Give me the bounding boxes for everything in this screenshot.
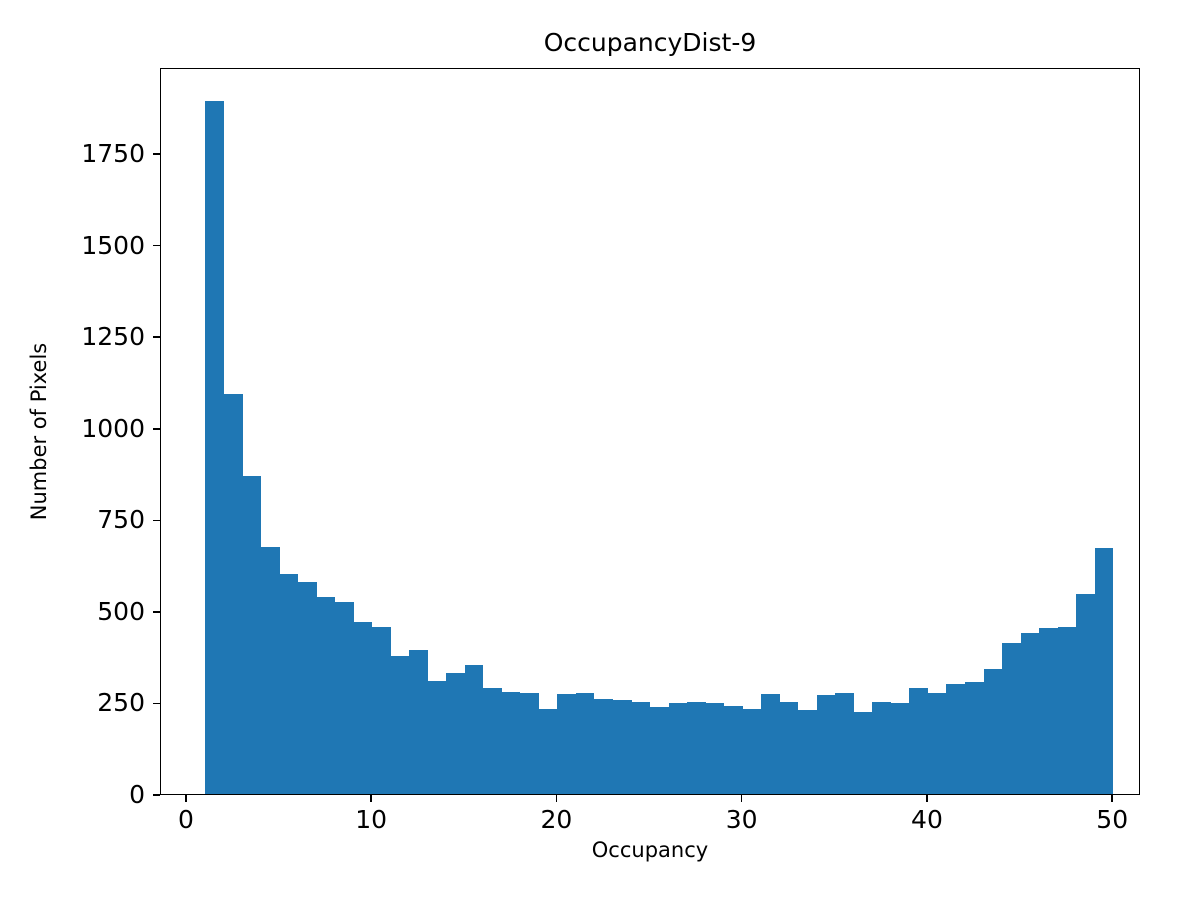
histogram-bar [1076, 594, 1095, 794]
histogram-bar [390, 655, 410, 794]
histogram-bar [205, 101, 224, 794]
plot-area [160, 68, 1140, 795]
y-tick-label: 1250 [81, 322, 145, 352]
histogram-bar [538, 709, 558, 794]
histogram-bar [742, 709, 762, 794]
histogram-bar [631, 702, 651, 794]
histogram-bar [261, 546, 280, 794]
histogram-bar [557, 694, 576, 794]
y-tick-mark [153, 519, 160, 522]
x-tick-label: 20 [540, 805, 573, 834]
y-tick-label: 1750 [81, 139, 145, 169]
histogram-bar [1094, 547, 1114, 794]
histogram-bar [446, 673, 465, 794]
histogram-bar [242, 476, 262, 794]
histogram-bar [1057, 627, 1077, 794]
histogram-bar [705, 703, 725, 794]
x-tick-label: 40 [911, 805, 943, 834]
histogram-bar [983, 669, 1003, 794]
chart-title: OccupancyDist-9 [543, 28, 757, 57]
histogram-bar [427, 681, 447, 794]
histogram-bar [353, 621, 373, 794]
histogram-bar [335, 601, 354, 794]
x-tick-mark [926, 795, 928, 802]
histogram-bar [965, 682, 984, 794]
x-tick-label: 0 [177, 805, 194, 834]
histogram-bar [1020, 632, 1040, 794]
x-tick-label: 50 [1096, 805, 1129, 834]
histogram-bar [613, 699, 632, 794]
histogram-bar [872, 702, 891, 794]
x-tick-mark [370, 795, 372, 802]
y-tick-mark [153, 153, 160, 155]
histogram-bar [1039, 628, 1058, 794]
y-axis-label: Number of Pixels [27, 342, 51, 521]
x-tick-mark [1111, 795, 1113, 802]
y-tick-label: 500 [97, 596, 145, 626]
y-tick-label: 750 [97, 505, 145, 535]
histogram-bar [520, 693, 539, 794]
x-tick-label: 30 [725, 805, 758, 834]
y-tick-mark [153, 428, 160, 430]
histogram-bar [909, 687, 928, 794]
histogram-bar [687, 702, 706, 794]
y-tick-mark [153, 794, 160, 796]
histogram-bar [223, 393, 243, 794]
histogram-bar [724, 706, 743, 794]
histogram-bar [1002, 643, 1021, 794]
y-tick-label: 0 [129, 780, 145, 809]
x-tick-mark [185, 795, 187, 802]
y-tick-mark [153, 611, 160, 613]
x-tick-label: 10 [355, 805, 388, 834]
histogram-bar [761, 694, 780, 794]
x-tick-mark [555, 795, 558, 802]
histogram-bar [798, 709, 817, 794]
histogram-bar [483, 687, 502, 794]
histogram-bar [927, 693, 947, 794]
histogram-bar [501, 692, 521, 794]
histogram-bar [279, 574, 299, 794]
histogram-bar [650, 706, 669, 794]
y-tick-mark [153, 244, 160, 247]
histogram-bars [161, 69, 1139, 794]
histogram-bar [890, 703, 910, 794]
x-tick-mark [740, 795, 743, 802]
histogram-bar [779, 702, 799, 794]
histogram-bar [372, 627, 391, 794]
x-axis-label: Occupancy [591, 838, 709, 862]
y-tick-label: 250 [97, 688, 145, 718]
histogram-bar [316, 596, 336, 794]
histogram-bar [575, 693, 595, 794]
y-tick-mark [153, 336, 160, 338]
histogram-bar [816, 695, 836, 794]
histogram-bar [946, 684, 965, 794]
histogram-bar [594, 698, 613, 794]
histogram-bar [853, 711, 873, 794]
y-tick-mark [153, 702, 160, 705]
histogram-bar [835, 693, 854, 794]
histogram-bar [298, 582, 317, 794]
histogram-bar [668, 703, 688, 794]
histogram-bar [409, 650, 428, 794]
y-tick-label: 1000 [81, 413, 145, 443]
y-tick-label: 1500 [81, 230, 145, 260]
histogram-bar [464, 664, 484, 794]
